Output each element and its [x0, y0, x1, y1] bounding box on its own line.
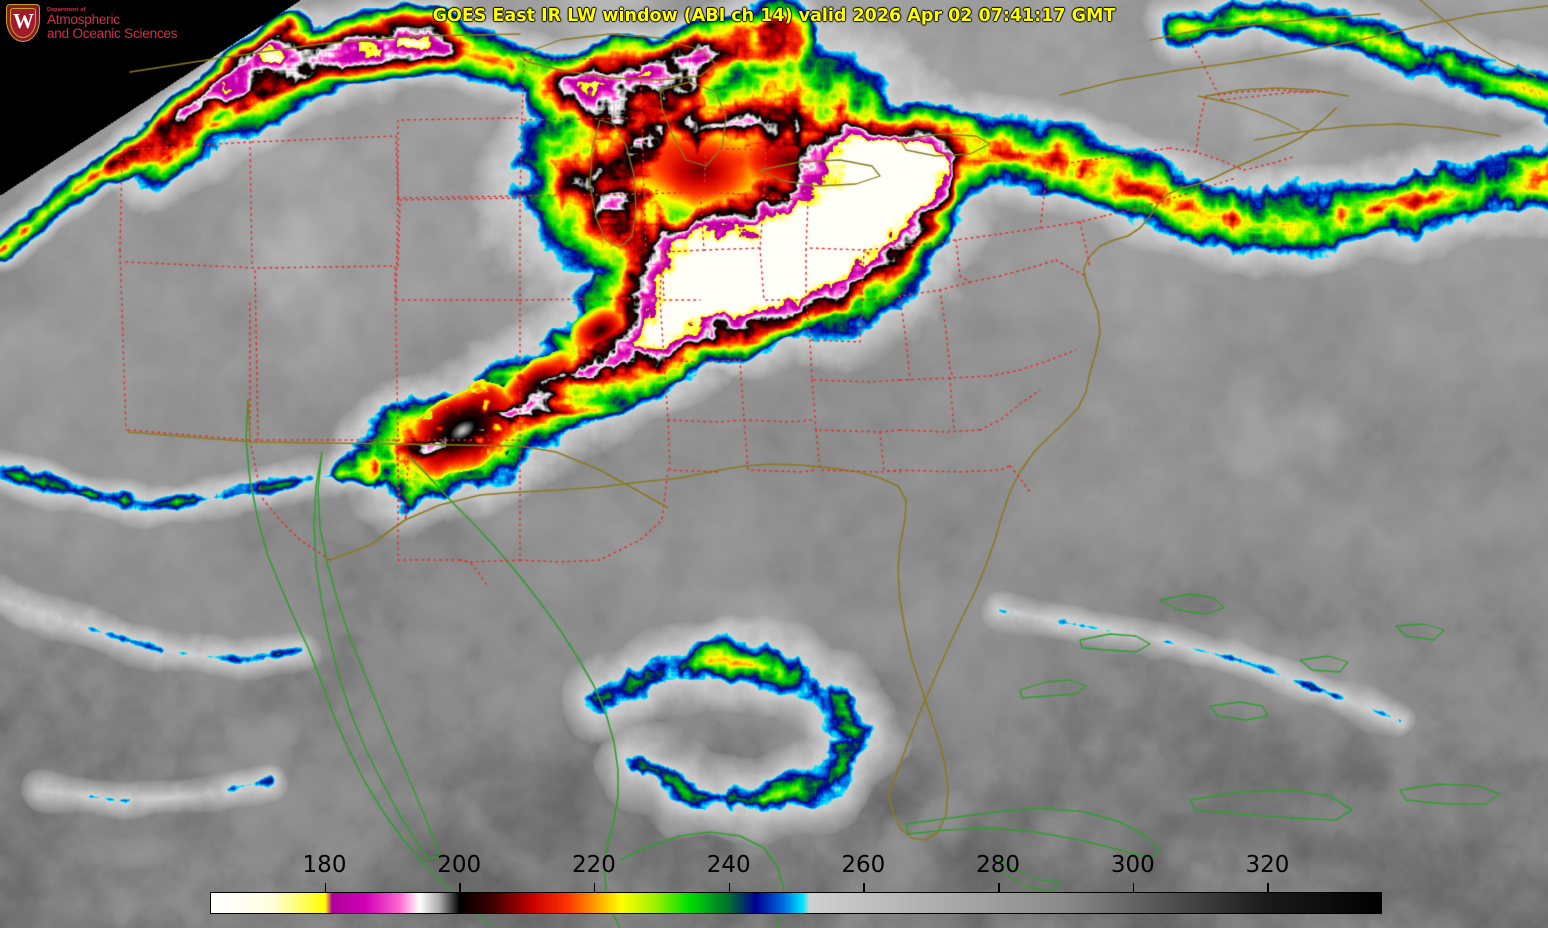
colorbar-tick-label: 280 — [976, 852, 1021, 878]
colorbar-tick-label: 240 — [706, 852, 751, 878]
colorbar-tick-label: 300 — [1110, 852, 1155, 878]
temperature-colorbar: 180 200 220 240 260 280 300 320 — [210, 854, 1382, 914]
colorbar-tick — [863, 883, 865, 892]
colorbar-tick — [593, 883, 596, 892]
colorbar-tick — [459, 883, 461, 892]
colorbar-tick-label: 180 — [302, 852, 347, 878]
colorbar-tick — [998, 883, 1000, 892]
colorbar-tick — [324, 883, 326, 892]
colorbar-gradient — [210, 892, 1382, 914]
colorbar-tick — [1132, 883, 1135, 892]
colorbar-tick-label: 260 — [841, 852, 886, 878]
colorbar-tick-label: 320 — [1245, 852, 1290, 878]
colorbar-tick-label: 200 — [437, 852, 482, 878]
colorbar-tick-label: 220 — [571, 852, 616, 878]
colorbar-tick — [1267, 883, 1269, 892]
colorbar-tick — [728, 883, 731, 892]
